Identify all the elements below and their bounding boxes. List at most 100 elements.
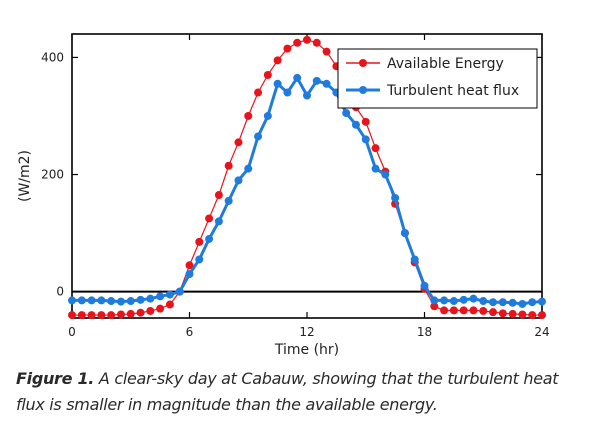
data-point xyxy=(136,295,145,304)
data-point xyxy=(420,281,429,290)
data-point xyxy=(312,76,321,85)
data-point xyxy=(459,306,468,315)
data-point xyxy=(165,290,174,299)
data-point xyxy=(293,38,302,47)
data-point xyxy=(263,111,272,120)
data-point xyxy=(224,196,233,205)
data-point xyxy=(175,287,184,296)
data-point xyxy=(538,297,546,306)
data-point xyxy=(244,164,253,173)
data-point xyxy=(303,35,311,44)
data-point xyxy=(479,297,488,306)
data-point xyxy=(312,38,321,47)
y-tick-label: 400 xyxy=(41,50,64,64)
data-point xyxy=(195,237,204,246)
data-point xyxy=(254,88,263,97)
caption-label: Figure 1. xyxy=(16,369,95,388)
data-point xyxy=(146,306,155,315)
data-point xyxy=(489,308,498,317)
data-point xyxy=(449,297,458,306)
legend-marker-turbulent-heat-flux xyxy=(359,86,367,94)
data-point xyxy=(97,296,106,305)
data-point xyxy=(538,311,546,320)
data-point xyxy=(263,70,272,79)
data-point xyxy=(97,311,106,320)
data-point xyxy=(430,296,439,305)
data-point xyxy=(479,306,488,315)
data-point xyxy=(185,270,194,279)
data-point xyxy=(205,234,214,243)
figure-caption: Figure 1. A clear-sky day at Cabauw, sho… xyxy=(16,366,581,418)
data-point xyxy=(156,292,165,301)
data-point xyxy=(107,297,116,306)
data-point xyxy=(518,310,527,319)
data-point xyxy=(273,56,282,65)
caption-text: A clear-sky day at Cabauw, showing that … xyxy=(16,369,559,414)
line-chart: 0 6 12 18 24 0 200 400 Available Energy Turbule… xyxy=(17,33,550,358)
data-point xyxy=(361,117,370,126)
data-point xyxy=(440,306,449,315)
data-point xyxy=(126,309,135,318)
x-axis-label: Time (hr) xyxy=(274,342,339,358)
data-point xyxy=(136,308,145,317)
legend-marker-available-energy xyxy=(359,59,367,67)
y-tick-label: 200 xyxy=(41,168,64,182)
data-point xyxy=(254,132,263,141)
data-point xyxy=(391,193,400,202)
data-point xyxy=(322,47,331,56)
x-tick-label: 24 xyxy=(534,325,549,339)
data-point xyxy=(68,311,76,320)
data-point xyxy=(116,297,125,306)
data-point xyxy=(449,306,458,315)
data-point xyxy=(498,309,507,318)
data-point xyxy=(214,191,223,200)
data-point xyxy=(87,311,96,320)
data-point xyxy=(498,298,507,307)
data-point xyxy=(68,296,76,305)
data-point xyxy=(459,295,468,304)
data-point xyxy=(156,304,165,313)
data-point xyxy=(528,311,537,320)
data-point xyxy=(381,170,390,179)
data-point xyxy=(371,144,380,153)
data-point xyxy=(371,164,380,173)
data-point xyxy=(342,109,351,118)
legend-box xyxy=(337,48,538,109)
axis-ticks: 0 6 12 18 24 0 200 400 xyxy=(41,34,550,339)
data-point xyxy=(195,255,204,264)
data-point xyxy=(283,88,292,97)
data-point xyxy=(234,176,243,185)
data-point xyxy=(400,229,409,238)
legend-label-turbulent-heat-flux: Turbulent heat flux xyxy=(386,83,519,99)
data-point xyxy=(469,294,478,303)
data-point xyxy=(214,217,223,226)
data-point xyxy=(440,296,449,305)
data-point xyxy=(185,261,194,270)
data-point xyxy=(410,255,419,264)
data-point xyxy=(469,306,478,315)
data-point xyxy=(77,311,86,320)
data-point xyxy=(293,73,302,82)
data-point xyxy=(87,296,96,305)
y-axis-label: (W/m2) xyxy=(17,150,33,202)
x-tick-label: 0 xyxy=(68,325,76,339)
series-line xyxy=(72,76,543,306)
data-point xyxy=(205,214,214,223)
data-point xyxy=(224,161,233,170)
data-point xyxy=(283,44,292,53)
legend: Available Energy Turbulent heat flux xyxy=(337,48,538,109)
data-point xyxy=(303,91,311,100)
data-point xyxy=(528,298,537,307)
data-point xyxy=(351,120,360,129)
x-tick-label: 18 xyxy=(417,325,432,339)
data-point xyxy=(116,310,125,319)
data-point xyxy=(165,300,174,309)
data-point xyxy=(489,298,498,307)
legend-label-available-energy: Available Energy xyxy=(387,56,504,72)
data-point xyxy=(244,111,253,120)
data-point xyxy=(234,138,243,147)
data-point xyxy=(508,309,517,318)
data-point xyxy=(273,79,282,88)
data-point xyxy=(77,296,86,305)
data-point xyxy=(518,299,527,308)
